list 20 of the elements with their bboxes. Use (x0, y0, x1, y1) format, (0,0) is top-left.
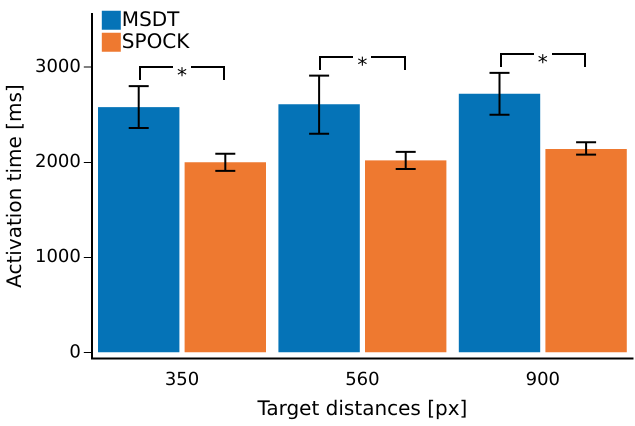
y-axis-title: Activation time [ms] (2, 84, 26, 288)
legend-label: MSDT (122, 7, 180, 32)
x-tick-label: 560 (345, 368, 380, 390)
bar (278, 104, 360, 352)
bar (184, 162, 266, 352)
bar (545, 148, 627, 352)
annotation: * (357, 52, 368, 77)
y-tick-label: 2000 (34, 150, 81, 172)
x-axis-title: Target distances [px] (256, 396, 468, 420)
bar (365, 160, 446, 352)
x-tick-label: 350 (164, 368, 200, 390)
y-tick-label: 0 (69, 341, 81, 362)
legend-label: SPOCK (122, 29, 190, 54)
bar (458, 94, 540, 352)
y-tick-label: 3000 (34, 56, 81, 77)
bar (98, 107, 180, 352)
x-tick-label: 900 (526, 368, 560, 390)
y-tick-label: 1000 (34, 246, 81, 268)
annotation: * (177, 63, 188, 88)
annotation: * (538, 50, 548, 74)
